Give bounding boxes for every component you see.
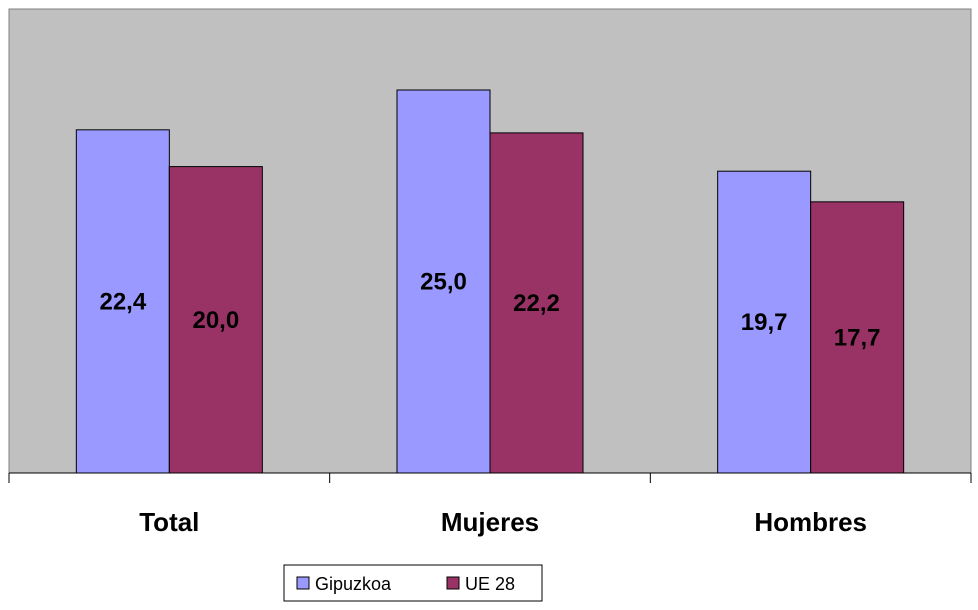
value-labels-group: 22,4 20,0 25,0 22,2 19,7 17,7 [99,269,880,352]
legend: Gipuzkoa UE 28 [283,564,543,602]
data-label-ue28-mujeres: 22,2 [513,290,560,317]
bar-gipuzkoa-mujeres [396,89,491,474]
category-label-mujeres: Mujeres [441,507,539,537]
data-label-ue28-hombres: 17,7 [834,324,881,351]
legend-label-gipuzkoa: Gipuzkoa [315,574,392,594]
data-label-gipuzkoa-hombres: 19,7 [741,309,788,336]
category-label-total: Total [139,507,199,537]
legend-label-ue28: UE 28 [465,574,515,594]
data-label-ue28-total: 20,0 [192,307,239,334]
bar-gipuzkoa-hombres [717,170,812,474]
legend-box [283,564,543,602]
data-label-gipuzkoa-mujeres: 25,0 [420,269,467,296]
bars-group [75,89,905,474]
data-label-gipuzkoa-total: 22,4 [99,288,146,315]
x-axis-ticks [8,473,972,483]
bar-ue28-mujeres [489,132,584,474]
legend-swatch-ue28 [446,576,460,590]
bar-gipuzkoa-total [75,129,170,474]
category-label-hombres: Hombres [754,507,867,537]
legend-swatch-gipuzkoa [296,576,310,590]
bar-ue28-total [168,166,263,474]
category-labels-group: Total Mujeres Hombres [139,507,867,537]
